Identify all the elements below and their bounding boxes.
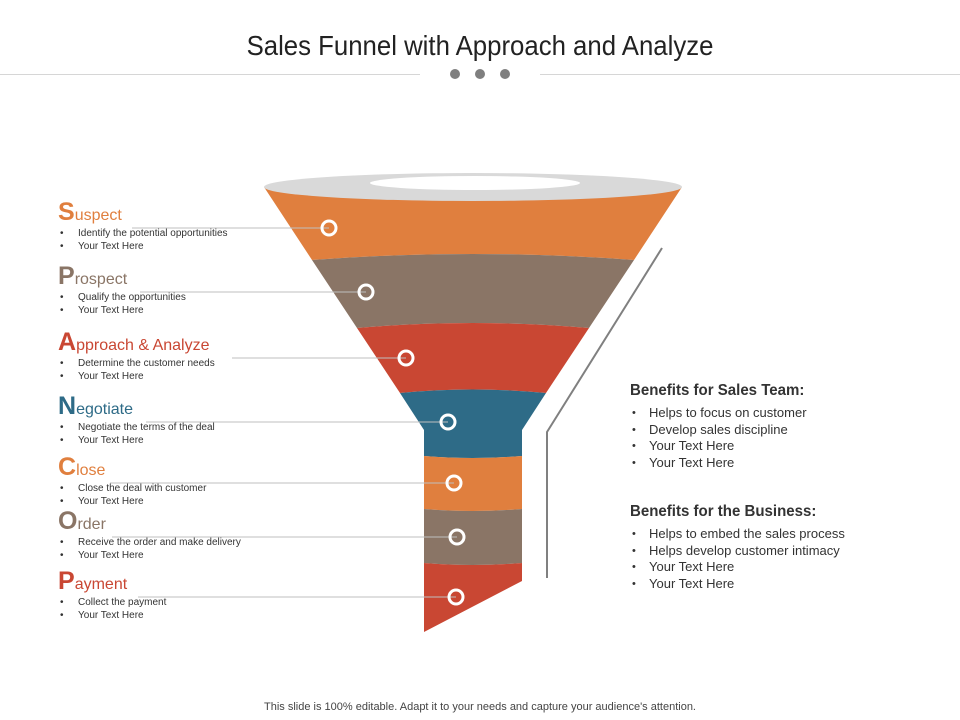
- stage-initial: C: [58, 453, 77, 481]
- stage-name-rest: rospect: [74, 271, 128, 288]
- funnel-band-approach: [357, 323, 589, 393]
- dot-icon: [500, 69, 510, 79]
- stage-marker-icon: [448, 528, 466, 546]
- benefit-item: Helps develop customer intimacy: [630, 543, 930, 560]
- stage-name-rest: pproach & Analyze: [76, 337, 210, 354]
- funnel-bracket: [546, 247, 663, 578]
- stage-initial: S: [58, 198, 75, 226]
- funnel-band-prospect: [312, 254, 634, 328]
- stage-marker-icon: [439, 413, 457, 431]
- stage-bullet: Your Text Here: [58, 304, 318, 317]
- dot-icon: [475, 69, 485, 79]
- stage-name-rest: uspect: [74, 207, 122, 224]
- stage-name-rest: lose: [76, 462, 106, 479]
- stage-prospect: Prospect Qualify the opportunities Your …: [58, 264, 318, 318]
- benefit-item: Helps to embed the sales process: [630, 526, 930, 543]
- benefits-business: Benefits for the Business: Helps to embe…: [630, 503, 930, 592]
- benefits-list: Helps to focus on customer Develop sales…: [630, 405, 930, 471]
- funnel-band-negotiate: [400, 389, 546, 458]
- stage-name: Close: [58, 455, 318, 480]
- benefits-sales-team: Benefits for Sales Team: Helps to focus …: [630, 382, 930, 471]
- stage-initial: N: [58, 392, 77, 420]
- stage-marker-icon: [357, 283, 375, 301]
- stage-bullet: Your Text Here: [58, 370, 318, 383]
- stage-initial: P: [58, 567, 75, 595]
- title-dots: [450, 69, 510, 81]
- stage-initial: A: [58, 328, 77, 356]
- stage-initial: O: [58, 507, 78, 535]
- dot-icon: [450, 69, 460, 79]
- stage-bullets: Collect the payment Your Text Here: [58, 596, 318, 622]
- footer-note: This slide is 100% editable. Adapt it to…: [264, 701, 696, 713]
- stage-name: Order: [58, 509, 318, 534]
- stage-bullet: Your Text Here: [58, 434, 318, 447]
- stage-bullets: Close the deal with customer Your Text H…: [58, 482, 318, 508]
- stage-order: Order Receive the order and make deliver…: [58, 509, 318, 563]
- stage-name: Approach & Analyze: [58, 330, 318, 355]
- funnel-band-payment: [424, 563, 522, 632]
- stage-bullet: Your Text Here: [58, 240, 318, 253]
- benefits-list: Helps to embed the sales process Helps d…: [630, 526, 930, 592]
- stage-close: Close Close the deal with customer Your …: [58, 455, 318, 509]
- benefit-item: Helps to focus on customer: [630, 405, 930, 422]
- stage-bullets: Identify the potential opportunities You…: [58, 227, 318, 253]
- stage-name: Payment: [58, 569, 318, 594]
- stage-bullet: Close the deal with customer: [58, 482, 318, 495]
- stage-marker-icon: [320, 219, 338, 237]
- stage-marker-icon: [447, 588, 465, 606]
- funnel-band-order: [424, 509, 522, 565]
- stage-bullet: Identify the potential opportunities: [58, 227, 318, 240]
- stage-bullets: Qualify the opportunities Your Text Here: [58, 291, 318, 317]
- benefit-item: Your Text Here: [630, 438, 930, 455]
- benefit-item: Your Text Here: [630, 455, 930, 472]
- stage-bullet: Collect the payment: [58, 596, 318, 609]
- benefits-heading: Benefits for the Business:: [630, 503, 817, 520]
- benefit-item: Your Text Here: [630, 559, 930, 576]
- funnel-band-suspect: [264, 187, 682, 260]
- funnel-rim-opening: [370, 176, 580, 190]
- stage-bullet: Your Text Here: [58, 495, 318, 508]
- stage-name: Prospect: [58, 264, 318, 289]
- stage-payment: Payment Collect the payment Your Text He…: [58, 569, 318, 623]
- slide-title: Sales Funnel with Approach and Analyze: [246, 30, 714, 61]
- stage-negotiate: Negotiate Negotiate the terms of the dea…: [58, 394, 318, 448]
- stage-approach-analyze: Approach & Analyze Determine the custome…: [58, 330, 318, 384]
- title-divider-left: [0, 74, 420, 75]
- funnel-band-close: [424, 456, 522, 511]
- stage-name: Negotiate: [58, 394, 318, 419]
- stage-bullet: Your Text Here: [58, 609, 318, 622]
- stage-bullet: Receive the order and make delivery: [58, 536, 318, 549]
- title-divider-right: [540, 74, 960, 75]
- stage-bullets: Negotiate the terms of the deal Your Tex…: [58, 421, 318, 447]
- stage-suspect: Suspect Identify the potential opportuni…: [58, 200, 318, 254]
- stage-bullet: Determine the customer needs: [58, 357, 318, 370]
- stage-name-rest: rder: [77, 516, 106, 533]
- stage-bullet: Qualify the opportunities: [58, 291, 318, 304]
- stage-markers: [320, 219, 466, 606]
- stage-name-rest: ayment: [74, 576, 128, 593]
- stage-name-rest: egotiate: [76, 401, 133, 418]
- stage-initial: P: [58, 262, 75, 290]
- stage-marker-icon: [397, 349, 415, 367]
- stage-bullets: Receive the order and make delivery Your…: [58, 536, 318, 562]
- benefit-item: Your Text Here: [630, 576, 930, 593]
- stage-marker-icon: [445, 474, 463, 492]
- stage-bullet: Your Text Here: [58, 549, 318, 562]
- stage-name: Suspect: [58, 200, 318, 225]
- benefit-item: Develop sales discipline: [630, 422, 930, 439]
- stage-bullet: Negotiate the terms of the deal: [58, 421, 318, 434]
- stage-bullets: Determine the customer needs Your Text H…: [58, 357, 318, 383]
- benefits-heading: Benefits for Sales Team:: [630, 382, 805, 399]
